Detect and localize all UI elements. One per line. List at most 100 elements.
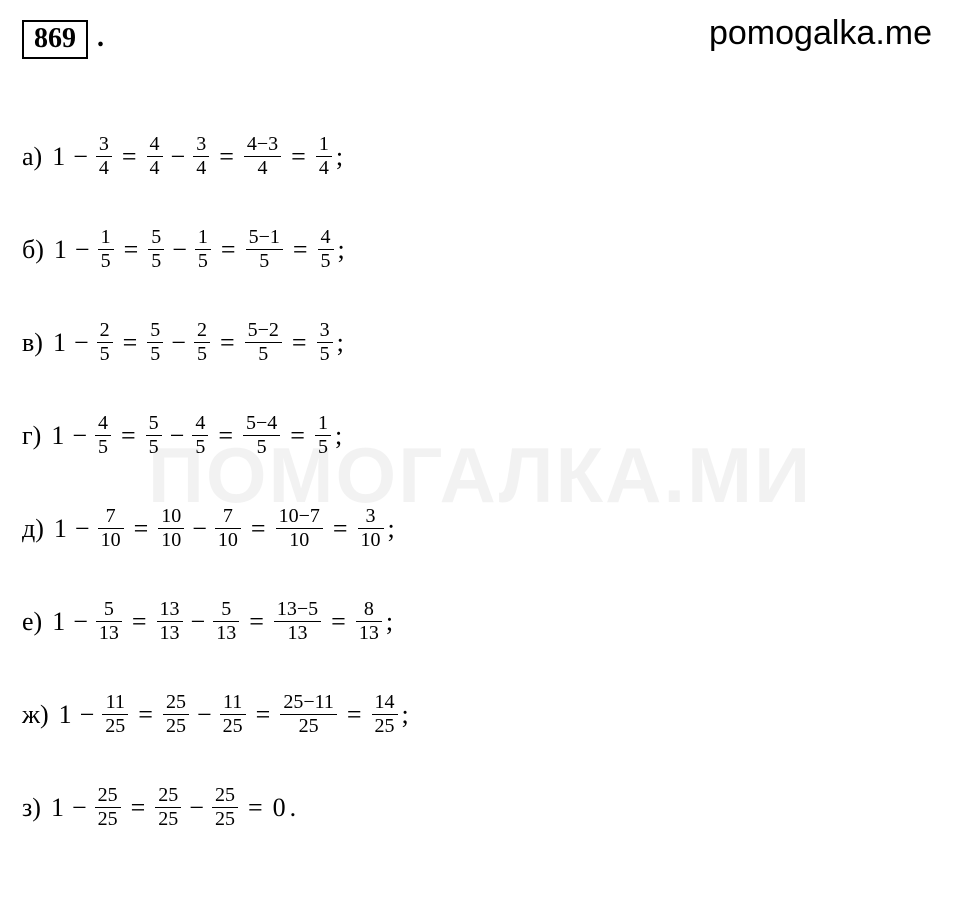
equals: =: [282, 423, 313, 449]
equals: =: [116, 237, 147, 263]
fraction-numerator: 25−11: [280, 692, 337, 714]
equation-line: е)1−513=1313−513=13−513=813;: [22, 599, 938, 644]
fraction: 5−45: [241, 413, 282, 458]
equation-line: а)1−34=44−34=4−34=14;: [22, 134, 938, 179]
fraction-denominator: 25: [155, 807, 181, 830]
fraction-numerator: 13: [157, 599, 183, 621]
fraction: 34: [191, 134, 211, 179]
operator: −: [166, 237, 193, 263]
fraction-denominator: 13: [213, 621, 239, 644]
whole-number: 1: [49, 423, 66, 449]
fraction: 1125: [100, 692, 130, 737]
fraction: 14: [314, 134, 334, 179]
fraction-denominator: 5: [192, 435, 208, 458]
fraction-denominator: 25: [280, 714, 337, 737]
equals: =: [323, 609, 354, 635]
operator: −: [68, 330, 95, 356]
whole-number: 1: [52, 237, 69, 263]
fraction: 2525: [161, 692, 191, 737]
fraction-denominator: 5: [318, 249, 334, 272]
fraction-numerator: 5: [218, 599, 234, 621]
line-terminator: ;: [333, 423, 342, 449]
operator: −: [186, 516, 213, 542]
equals: =: [126, 516, 157, 542]
fraction: 1313: [155, 599, 185, 644]
fraction-denominator: 13: [356, 621, 382, 644]
fraction: 2525: [210, 785, 240, 830]
fraction: 513: [94, 599, 124, 644]
fraction-denominator: 5: [147, 342, 163, 365]
equals: =: [243, 516, 274, 542]
fraction: 13−513: [272, 599, 323, 644]
fraction-numerator: 4: [318, 227, 334, 249]
fraction-denominator: 5: [97, 342, 113, 365]
fraction-denominator: 5: [194, 342, 210, 365]
operator: −: [191, 702, 218, 728]
fraction-numerator: 5: [147, 320, 163, 342]
equation-line: ж)1−1125=2525−1125=25−1125=1425;: [22, 692, 938, 737]
fraction-numerator: 10: [158, 506, 184, 528]
equals: =: [283, 144, 314, 170]
fraction-numerator: 1: [98, 227, 114, 249]
operator: −: [164, 423, 191, 449]
equation-line: г)1−45=55−45=5−45=15;: [22, 413, 938, 458]
fraction-denominator: 13: [96, 621, 122, 644]
equals: =: [325, 516, 356, 542]
fraction: 310: [356, 506, 386, 551]
equals: =: [114, 144, 145, 170]
line-terminator: ;: [400, 702, 409, 728]
fraction-numerator: 25: [155, 785, 181, 807]
fraction-denominator: 5: [146, 435, 162, 458]
fraction-denominator: 25: [163, 714, 189, 737]
whole-number: 1: [57, 702, 74, 728]
equals: =: [123, 795, 154, 821]
equals: =: [285, 237, 316, 263]
whole-number: 1: [49, 795, 66, 821]
fraction-denominator: 4: [244, 156, 281, 179]
operator: −: [74, 702, 101, 728]
fraction: 2525: [93, 785, 123, 830]
line-terminator: ;: [386, 516, 395, 542]
fraction: 1010: [156, 506, 186, 551]
fraction: 25: [192, 320, 212, 365]
fraction-denominator: 13: [274, 621, 321, 644]
fraction-denominator: 5: [95, 435, 111, 458]
fraction-denominator: 5: [246, 249, 283, 272]
line-terminator: ;: [335, 330, 344, 356]
fraction-denominator: 5: [148, 249, 164, 272]
fraction-denominator: 5: [243, 435, 280, 458]
fraction-numerator: 1: [315, 413, 331, 435]
whole-number: 1: [50, 609, 67, 635]
equals: =: [124, 609, 155, 635]
fraction-numerator: 14: [372, 692, 398, 714]
fraction-denominator: 25: [95, 807, 121, 830]
operator: −: [67, 609, 94, 635]
operator: −: [69, 516, 96, 542]
operator: −: [183, 795, 210, 821]
fraction-denominator: 10: [215, 528, 241, 551]
fraction: 1425: [370, 692, 400, 737]
whole-number: 1: [51, 330, 68, 356]
site-brand: pomogalka.me: [709, 14, 932, 53]
equals: =: [113, 423, 144, 449]
equals: =: [241, 609, 272, 635]
fraction-numerator: 3: [317, 320, 333, 342]
fraction-numerator: 8: [361, 599, 377, 621]
fraction-numerator: 5: [101, 599, 117, 621]
fraction: 34: [94, 134, 114, 179]
equals: =: [339, 702, 370, 728]
whole-number: 0: [271, 795, 288, 821]
fraction: 15: [193, 227, 213, 272]
fraction: 513: [211, 599, 241, 644]
fraction: 4−34: [242, 134, 283, 179]
line-label: а): [22, 144, 42, 170]
fraction-denominator: 4: [96, 156, 112, 179]
fraction-numerator: 10−7: [276, 506, 323, 528]
fraction-numerator: 1: [316, 134, 332, 156]
fraction-numerator: 25: [95, 785, 121, 807]
line-terminator: ;: [384, 609, 393, 635]
fraction-denominator: 5: [98, 249, 114, 272]
fraction-numerator: 3: [193, 134, 209, 156]
fraction-numerator: 5−1: [246, 227, 283, 249]
equals: =: [284, 330, 315, 356]
